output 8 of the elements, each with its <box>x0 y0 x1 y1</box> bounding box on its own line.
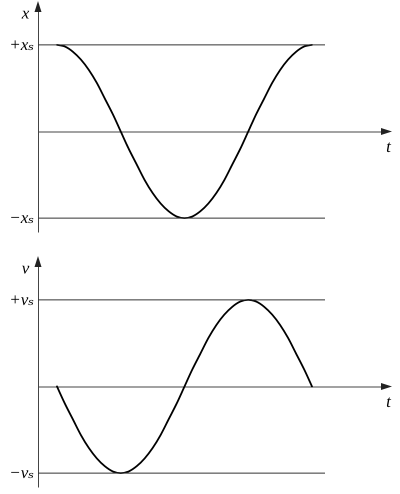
x-axis-title: t <box>386 136 392 156</box>
ref-line-label: +vₛ <box>9 290 34 309</box>
ref-line-label: −vₛ <box>9 463 34 482</box>
y-axis-title: x <box>20 4 30 22</box>
x-axis-title: t <box>386 392 392 411</box>
ref-line-label: −xₛ <box>9 208 34 228</box>
ref-line-label: +xₛ <box>9 34 34 54</box>
y-axis-title: v <box>22 258 30 278</box>
